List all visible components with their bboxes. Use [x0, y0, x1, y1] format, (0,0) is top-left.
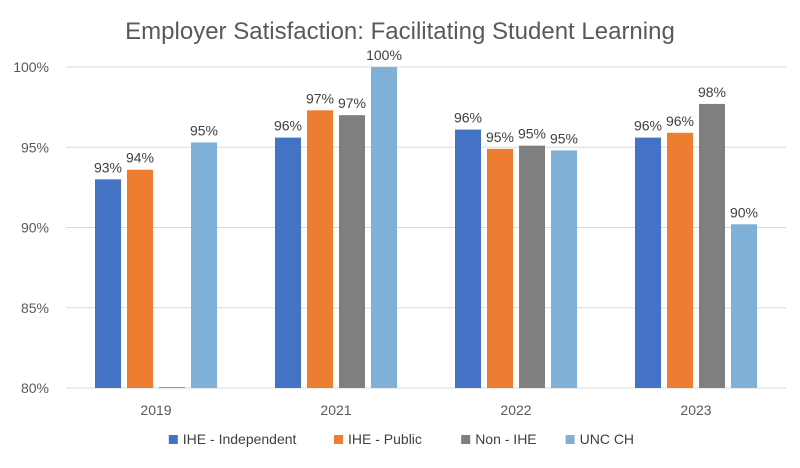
legend-label: UNC CH [580, 431, 634, 447]
legend-swatch [565, 435, 575, 444]
bar [307, 110, 333, 389]
y-tick-label: 100% [13, 59, 49, 75]
x-tick-label: 2021 [320, 402, 351, 418]
legend: IHE - Independent IHE - Public Non - IHE UN… [168, 431, 634, 447]
y-tick-label: 95% [21, 139, 49, 155]
bar [159, 387, 185, 388]
bar [667, 132, 693, 388]
y-tick-label: 85% [21, 300, 49, 316]
data-label: 97% [306, 90, 334, 106]
data-label: 93% [94, 159, 122, 175]
data-label: 96% [274, 118, 302, 134]
bar [635, 137, 661, 388]
legend-swatch [461, 435, 471, 444]
bar [519, 145, 545, 388]
legend-label: IHE - Independent [183, 431, 297, 447]
x-tick-label: 2019 [140, 402, 171, 418]
bar [731, 224, 757, 388]
x-tick-label: 2023 [680, 402, 711, 418]
bar [487, 148, 513, 388]
y-tick-label: 90% [21, 220, 49, 236]
bar [371, 67, 397, 388]
data-label: 98% [698, 84, 726, 100]
data-label: 95% [518, 126, 546, 142]
bar [95, 179, 121, 388]
y-axis: 80% 85% 90% 95% 100% [13, 59, 49, 396]
data-label: 94% [126, 150, 154, 166]
data-label: 96% [666, 113, 694, 129]
data-labels: 93%94%95% 96%97% 97%100%96%95% 95% 95%96% 96%… [94, 47, 758, 220]
bar [455, 129, 481, 388]
data-label: 97% [338, 95, 366, 111]
legend-label: Non - IHE [475, 431, 536, 447]
bar [275, 137, 301, 388]
y-tick-label: 80% [21, 380, 49, 396]
data-label: 95% [190, 122, 218, 138]
gridlines [66, 66, 786, 389]
data-label: 95% [550, 130, 578, 146]
data-label: 100% [366, 47, 402, 63]
bar [699, 103, 725, 388]
legend-label: IHE - Public [348, 431, 422, 447]
data-label: 90% [730, 204, 758, 220]
x-axis: 2019 2021 2022 2023 [140, 402, 711, 418]
x-tick-label: 2022 [500, 402, 531, 418]
legend-swatch [334, 435, 343, 444]
bars [95, 67, 757, 389]
bar [339, 115, 365, 389]
legend-swatch [168, 435, 178, 444]
data-label: 95% [486, 129, 514, 145]
bar [191, 142, 217, 388]
bar [127, 169, 153, 388]
data-label: 96% [454, 110, 482, 126]
bar [551, 150, 577, 388]
data-label: 96% [634, 118, 662, 134]
chart-title: Employer Satisfaction: Facilitating Stud… [125, 18, 675, 45]
